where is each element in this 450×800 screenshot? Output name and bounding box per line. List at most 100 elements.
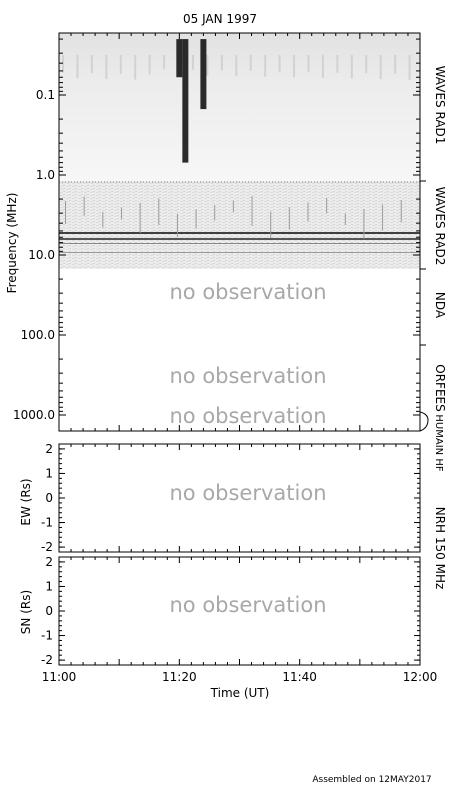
rad1-streak [408,55,411,80]
rad2-band-dark-row [59,238,420,240]
ew-axis-ticks: -2 -1 0 1 2 [41,442,420,554]
rad1-streak [220,55,223,71]
y-tick-label: -1 [41,629,53,643]
y-tick-label: 0 [45,604,53,618]
y-tick-label: -2 [41,653,53,667]
y-tick-label: 10.0 [28,248,55,262]
burst-marks [176,39,207,163]
ew-no-observation: no observation [169,481,326,505]
band-label-humain-hf: HUMAIN HF [433,414,444,471]
rad1-streak [235,55,238,77]
time-axis-labels: 11:00 11:20 11:40 12:00 [42,670,438,684]
rad1-streak [394,55,397,74]
rad2-streak [270,211,272,238]
rad2-streak [326,198,328,214]
y-tick-label: 2 [45,555,53,569]
ew-axis-title: EW (Rs) [19,478,33,525]
rad1-streak [119,55,122,74]
rad2-streak [158,198,160,225]
band-label-nda: NDA [433,292,447,319]
rad2-streak [83,196,85,216]
y-tick-label: -2 [41,540,53,554]
rad1-streak [307,55,310,73]
y-tick-label: 1000.0 [13,408,55,422]
rad1-streak [148,55,151,75]
frequency-axis-title: Frequency (MHz) [5,193,19,294]
rad1-streak [76,55,79,79]
humain-bracket [419,411,429,432]
rad1-streak [278,55,281,72]
rad1-streak [365,55,368,74]
rad1-streak [163,55,166,70]
rad2-streak [139,203,141,234]
x-tick-label: 12:00 [403,670,438,684]
rad1-streak [62,55,65,73]
rad1-streak [191,55,194,70]
x-tick-label: 11:00 [42,670,77,684]
rad2-streak [214,205,216,221]
y-tick-label: 2 [45,442,53,456]
rad2-band-background [59,181,420,269]
rad2-band-dark-row [59,252,420,253]
rad2-streak [400,200,402,223]
y-tick-label: 0 [45,491,53,505]
ew-time-ticks [58,444,421,552]
sn-axis-title: SN (Rs) [19,590,33,634]
rad2-streak [65,201,67,224]
rad2-streak [363,209,365,239]
x-tick-label: 11:40 [282,670,317,684]
y-tick-label: 1.0 [36,168,55,182]
x-tick-label: 11:20 [162,670,197,684]
burst-mark [182,39,189,163]
y-tick-label: 0.1 [36,88,55,102]
y-tick-label: 100.0 [21,328,55,342]
sn-axis-ticks: -2 -1 0 1 2 [41,555,420,667]
band-label-waves-rad1: WAVES RAD1 [433,66,447,145]
y-tick-label: 1 [45,579,53,593]
rad1-streak [105,55,108,79]
humain-no-observation: no observation [169,404,326,428]
ew-panel: no observation -2 -1 0 1 2 EW (Rs) NRH 150 M… [19,442,447,589]
rad2-streak [102,212,104,228]
rad1-streak [264,55,267,77]
rad1-streak [293,55,296,78]
rad1-streak [350,55,353,79]
band-label-waves-rad2: WAVES RAD2 [433,187,447,266]
rad2-streaks [65,196,421,239]
assembled-date: Assembled on 12MAY2017 [312,775,431,785]
rad2-band-dark-row [59,232,420,234]
sn-no-observation: no observation [169,593,326,617]
rad2-streak [307,202,309,222]
y-tick-label: 1 [45,466,53,480]
chart-title: 05 JAN 1997 [183,12,257,26]
rad2-streak [251,196,253,226]
rad1-streak [379,55,382,80]
rad2-band-dark-row [59,243,420,244]
rad2-streak [120,207,122,220]
y-tick-label: -1 [41,516,53,530]
rad1-streak [336,55,339,73]
rad2-streak [176,214,178,237]
frequency-axis-ticks: 0.1 1.0 10.0 100.0 1000.0 [13,38,420,422]
rad1-streak [134,55,137,80]
rad1-band-background [59,33,420,181]
spectrogram-panel: no observation no observation no observa… [5,32,447,472]
rad1-streak [206,55,209,76]
rad2-streak [344,213,346,225]
burst-mark [200,39,207,110]
band-label-nrh-150: NRH 150 MHz [433,507,447,590]
orfees-no-observation: no observation [169,364,326,388]
rad1-streak [321,55,324,78]
sn-panel: no observation -2 -1 0 1 2 SN (Rs) [19,555,421,667]
band-label-orfees: ORFEES [433,364,447,411]
sn-time-ticks [58,557,421,665]
rad2-streak [195,209,197,229]
rad2-streak [232,200,234,213]
rad1-streak [249,55,252,71]
burst-mark [176,39,183,78]
spectrogram-time-ticks [58,33,421,431]
nda-no-observation: no observation [169,280,326,304]
rad2-streak [382,204,384,231]
rad2-streak [288,207,290,230]
